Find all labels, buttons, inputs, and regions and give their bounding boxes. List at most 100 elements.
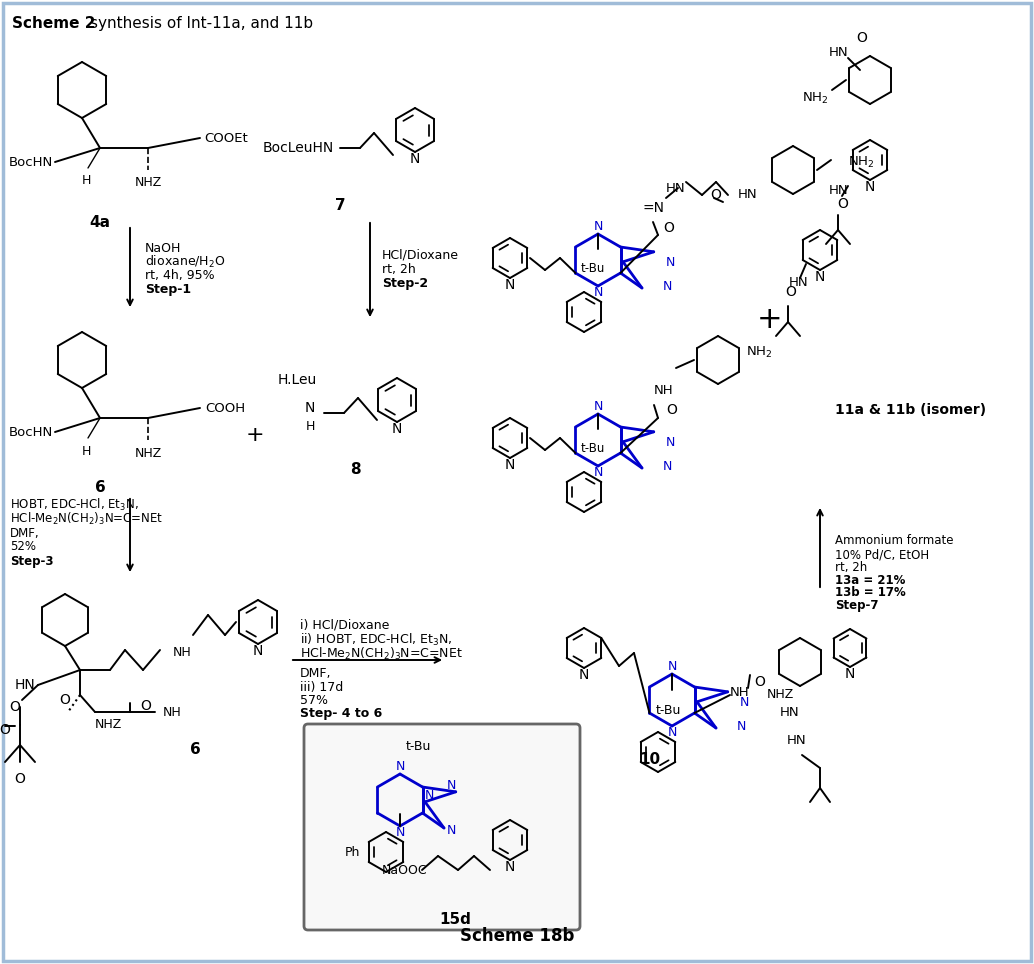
Text: =N: =N [642,201,664,215]
Text: 10% Pd/C, EtOH: 10% Pd/C, EtOH [835,549,930,561]
Text: synthesis of Int-11a, and 11b: synthesis of Int-11a, and 11b [90,16,313,31]
Text: N: N [447,824,456,837]
Text: NaOH: NaOH [145,242,181,254]
Text: NaOOC: NaOOC [382,864,428,876]
FancyBboxPatch shape [304,724,580,930]
Text: HN: HN [780,706,799,718]
Text: 57%: 57% [300,693,328,707]
Text: O: O [754,675,765,689]
Text: N: N [667,660,676,674]
Text: N: N [594,400,603,414]
Text: HN: HN [14,678,35,692]
Text: NH$_2$: NH$_2$ [746,344,772,360]
Text: N: N [667,727,676,739]
Text: O: O [666,403,677,417]
Text: Ammonium formate: Ammonium formate [835,533,953,547]
Text: t-Bu: t-Bu [656,704,680,717]
Text: HN: HN [666,181,686,195]
Text: O: O [9,700,20,714]
Text: 52%: 52% [10,541,36,553]
Text: HN: HN [828,183,848,197]
Text: 6: 6 [95,480,105,495]
Text: NHZ: NHZ [134,176,161,189]
Text: N: N [579,668,589,682]
Text: N: N [815,270,825,284]
Text: +: + [757,306,783,335]
Text: O: O [14,772,26,786]
Text: COOEt: COOEt [204,131,248,145]
Text: NHZ: NHZ [134,447,161,460]
Text: COOH: COOH [205,401,245,415]
Text: rt, 2h: rt, 2h [835,561,868,575]
Text: Step-2: Step-2 [382,278,428,290]
Text: H: H [305,420,314,433]
Text: N: N [395,761,404,773]
Text: NH: NH [163,706,182,718]
Text: N: N [663,460,672,472]
Text: ii) HOBT, EDC-HCl, Et$_3$N,: ii) HOBT, EDC-HCl, Et$_3$N, [300,632,453,648]
Text: NHZ: NHZ [95,718,122,731]
Text: 10: 10 [639,753,661,767]
Text: O: O [0,723,10,737]
Text: N: N [305,401,315,415]
Text: N: N [392,422,402,436]
Text: HN: HN [787,734,807,746]
Text: NH$_2$: NH$_2$ [848,154,875,170]
Text: rt, 2h: rt, 2h [382,263,416,277]
Text: Step-1: Step-1 [145,283,191,297]
Text: H: H [82,174,91,187]
Text: t-Bu: t-Bu [581,442,605,455]
Text: Ph: Ph [344,845,360,859]
Text: N: N [447,779,456,791]
Text: N: N [252,644,264,658]
Text: 7: 7 [335,198,345,212]
Text: Step-7: Step-7 [835,599,879,611]
Text: O: O [59,693,70,707]
Text: O: O [785,285,796,299]
Text: HOBT, EDC-HCl, Et$_3$N,: HOBT, EDC-HCl, Et$_3$N, [10,497,139,513]
Text: NHZ: NHZ [767,688,794,702]
Text: t-Bu: t-Bu [581,262,605,275]
Text: DMF,: DMF, [10,526,39,540]
Text: NH: NH [173,646,191,658]
Text: 13b = 17%: 13b = 17% [835,585,906,599]
Text: 6: 6 [189,742,201,758]
Text: NH$_2$: NH$_2$ [801,91,828,105]
Text: NH: NH [730,685,750,699]
Text: N: N [594,467,603,479]
Text: N: N [425,789,434,802]
Text: rt, 4h, 95%: rt, 4h, 95% [145,270,215,282]
Text: DMF,: DMF, [300,666,332,680]
Text: Scheme 18b: Scheme 18b [460,927,574,945]
Text: O: O [140,699,151,713]
Text: O: O [856,31,868,45]
Text: +: + [246,425,265,445]
Text: N: N [665,437,675,449]
Text: HCl/Dioxane: HCl/Dioxane [382,249,459,261]
Text: O: O [838,197,848,211]
Text: BocHN: BocHN [8,155,53,169]
Text: 4a: 4a [90,215,111,230]
Text: O: O [663,221,674,235]
Text: t-Bu: t-Bu [405,740,431,753]
Text: iii) 17d: iii) 17d [300,681,343,693]
Text: Step- 4 to 6: Step- 4 to 6 [300,708,383,720]
Text: N: N [864,180,875,194]
Text: HN: HN [738,189,758,201]
Text: N: N [505,278,515,292]
Text: N: N [736,719,746,733]
Text: i) HCl/Dioxane: i) HCl/Dioxane [300,619,390,631]
Text: N: N [594,286,603,300]
Text: BocHN: BocHN [8,425,53,439]
Text: BocLeuHN: BocLeuHN [263,141,334,155]
Text: 13a = 21%: 13a = 21% [835,574,906,586]
Text: N: N [739,697,749,710]
Text: 11a & 11b (isomer): 11a & 11b (isomer) [835,403,986,417]
Text: N: N [505,860,515,874]
Text: 15d: 15d [439,913,470,927]
Text: H: H [82,445,91,458]
Text: N: N [845,667,855,681]
Text: HN: HN [788,276,808,288]
Text: 8: 8 [349,463,360,477]
Text: N: N [409,152,420,166]
